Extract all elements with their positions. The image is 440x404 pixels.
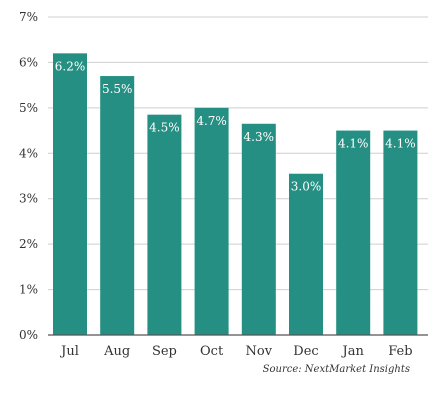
x-tick-label: Nov: [246, 344, 273, 359]
bar-sep: [147, 114, 182, 336]
bar-nov: [241, 123, 276, 335]
y-tick-label: 5%: [19, 101, 38, 115]
bar-oct: [194, 107, 229, 335]
y-tick-label: 3%: [19, 192, 38, 206]
value-label-jan: 4.1%: [338, 137, 369, 151]
bar-jan: [336, 130, 371, 335]
value-label-jul: 6.2%: [55, 59, 86, 73]
x-tick-label: Jan: [341, 344, 365, 359]
source-note: Source: NextMarket Insights: [263, 364, 410, 375]
value-labels: 6.2% 5.5% 4.5% 4.7% 4.3% 3.0% 4.1% 4.1%: [55, 59, 416, 193]
bar-aug: [100, 76, 135, 336]
y-tick-label: 4%: [19, 146, 38, 160]
x-tick-label: Feb: [388, 344, 412, 359]
x-tick-label: Oct: [200, 344, 224, 359]
y-tick-label: 6%: [19, 55, 38, 69]
value-label-dec: 3.0%: [291, 180, 322, 194]
y-axis-ticks: 0% 1% 2% 3% 4% 5% 6% 7%: [19, 10, 38, 342]
x-tick-label: Dec: [293, 344, 318, 359]
value-label-aug: 5.5%: [102, 82, 133, 96]
x-tick-label: Aug: [103, 344, 130, 359]
value-label-feb: 4.1%: [385, 137, 416, 151]
bar-feb: [383, 130, 418, 335]
y-tick-label: 0%: [19, 328, 38, 342]
value-label-nov: 4.3%: [244, 130, 275, 144]
value-label-sep: 4.5%: [149, 121, 180, 135]
bar-jul: [53, 53, 87, 335]
y-tick-label: 2%: [19, 237, 38, 251]
bar-dec: [289, 173, 323, 335]
y-tick-label: 1%: [19, 283, 38, 297]
x-tick-label: Jul: [59, 344, 79, 359]
bars: [53, 53, 418, 336]
y-tick-label: 7%: [19, 10, 38, 24]
x-axis-ticks: Jul Aug Sep Oct Nov Dec Jan Feb: [59, 344, 412, 359]
x-tick-label: Sep: [152, 344, 177, 359]
value-label-oct: 4.7%: [196, 114, 227, 128]
